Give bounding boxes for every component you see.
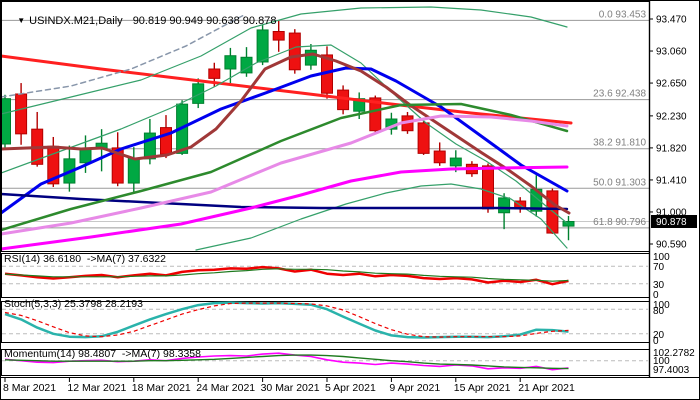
candle-body[interactable]	[417, 122, 430, 154]
date-tick-label: 21 Apr 2021	[518, 382, 575, 394]
price-tick-label: 91.410	[656, 175, 687, 186]
price-scale[interactable]: 93.470 93.060 92.650 92.230 91.820 91.410 91.0…	[649, 15, 697, 251]
price-tick-label: 91.000	[656, 207, 687, 218]
current-price-value: 90.878	[656, 217, 687, 228]
candle-body[interactable]	[1, 98, 11, 145]
candle-body[interactable]	[304, 49, 317, 66]
rsi-panel-frame	[1, 253, 650, 298]
stochastic-scale-label: 80	[653, 306, 665, 317]
candle-body[interactable]	[224, 55, 237, 70]
candle-body[interactable]	[160, 127, 172, 155]
candle-body[interactable]	[15, 93, 28, 135]
momentum-scale-label: 97.4003	[653, 365, 690, 376]
collapse-indicator-icon[interactable]: ▼	[17, 16, 26, 25]
rsi-scale-label: 0	[653, 290, 659, 301]
momentum-main[interactable]	[4, 352, 569, 371]
time-scale[interactable]: 8 Mar 2021 12 Mar 2021 18 Mar 2021 24 Mar 2…	[3, 378, 575, 394]
ma-violet[interactable]	[1, 114, 569, 236]
date-tick-label: 24 Mar 2021	[196, 382, 255, 394]
date-tick-label: 5 Apr 2021	[325, 382, 376, 394]
ma-maroon-fast[interactable]	[1, 52, 571, 215]
candle-body[interactable]	[482, 165, 494, 210]
current-price-tag	[651, 215, 697, 228]
date-tick-label: 8 Mar 2021	[3, 382, 56, 394]
stochastic-scale-label: 100	[653, 300, 670, 311]
ma-green-slow[interactable]	[1, 102, 569, 232]
trend-red-slow-ma[interactable]	[1, 54, 573, 125]
stoch-signal[interactable]	[4, 302, 569, 338]
candle-body[interactable]	[79, 148, 92, 164]
band-green-upper[interactable]	[1, 6, 568, 115]
main-price-plot[interactable]	[1, 6, 649, 251]
momentum-scale-label: 100	[653, 356, 670, 367]
candle-body[interactable]	[288, 32, 301, 71]
ohlc-readout: 90.819 90.949 90.638 90.878	[132, 15, 277, 27]
ma-magenta[interactable]	[1, 165, 569, 251]
band-green-mid[interactable]	[1, 44, 568, 224]
momentum-scale-label: 102.2782	[653, 348, 695, 359]
momentum-ma[interactable]	[4, 354, 569, 370]
candle-body[interactable]	[562, 221, 575, 227]
candle-body[interactable]	[256, 29, 269, 63]
candle-body[interactable]	[546, 190, 559, 234]
date-tick-label: 12 Mar 2021	[67, 382, 126, 394]
symbol-period-label: USINDX.M21,Daily	[29, 15, 123, 27]
candle-body[interactable]	[449, 157, 462, 167]
price-tick-label: 92.650	[656, 79, 687, 90]
candle-body[interactable]	[272, 31, 285, 41]
rsi-scale-label: 30	[653, 280, 665, 291]
rsi-ma[interactable]	[4, 268, 569, 282]
gray-dashed-ma[interactable]	[1, 14, 245, 98]
band-green-lower[interactable]	[195, 183, 568, 251]
date-tick-label: 15 Apr 2021	[454, 382, 511, 394]
momentum-panel-frame	[1, 349, 650, 376]
date-tick-label: 30 Mar 2021	[261, 382, 320, 394]
rsi-main[interactable]	[4, 265, 569, 286]
ma-navy-long[interactable]	[1, 192, 569, 211]
stochastic-scale-label: 0	[653, 336, 659, 347]
candle-body[interactable]	[369, 97, 382, 132]
candle-body[interactable]	[498, 197, 511, 214]
price-tick-label: 92.230	[656, 111, 687, 122]
rsi-scale-label: 70	[653, 262, 665, 273]
ma-blue-medium[interactable]	[1, 66, 569, 215]
date-tick-label: 18 Mar 2021	[132, 382, 191, 394]
candle-body[interactable]	[208, 68, 221, 79]
price-tick-label: 90.590	[656, 240, 687, 251]
fib-level-label: 61.8 90.796	[593, 217, 646, 228]
fib-level-label: 50.0 91.303	[593, 177, 646, 188]
stochastic-panel-frame	[1, 301, 650, 343]
fib-level-label: 38.2 91.810	[593, 138, 646, 149]
stochastic-indicator-label: Stoch(5,3,3) 25.3798 28.2193	[4, 298, 143, 310]
date-tick-label: 9 Apr 2021	[389, 382, 440, 394]
candle-body[interactable]	[433, 150, 446, 164]
chart-title: ▼ USINDX.M21,Daily 90.819 90.949 90.638 90…	[5, 3, 276, 39]
rsi-indicator-label: RSI(14) 36.6180 ->MA(7) 37.6322	[4, 253, 166, 265]
candle-body[interactable]	[127, 157, 140, 184]
momentum-indicator-label: Momentum(14) 98.4807 ->MA(7) 98.3358	[4, 348, 201, 360]
price-tick-label: 93.060	[656, 47, 687, 58]
candle-body[interactable]	[143, 132, 156, 160]
fib-level-label: 0.0 93.453	[599, 9, 647, 20]
candle-body[interactable]	[192, 83, 205, 104]
price-tick-label: 91.820	[656, 143, 687, 154]
fib-level-label: 23.6 92.438	[593, 89, 646, 100]
candle-body[interactable]	[111, 147, 124, 184]
rsi-scale-label: 100	[653, 252, 670, 263]
stochastic-scale-label: 20	[653, 330, 665, 341]
price-tick-label: 93.470	[656, 15, 687, 26]
